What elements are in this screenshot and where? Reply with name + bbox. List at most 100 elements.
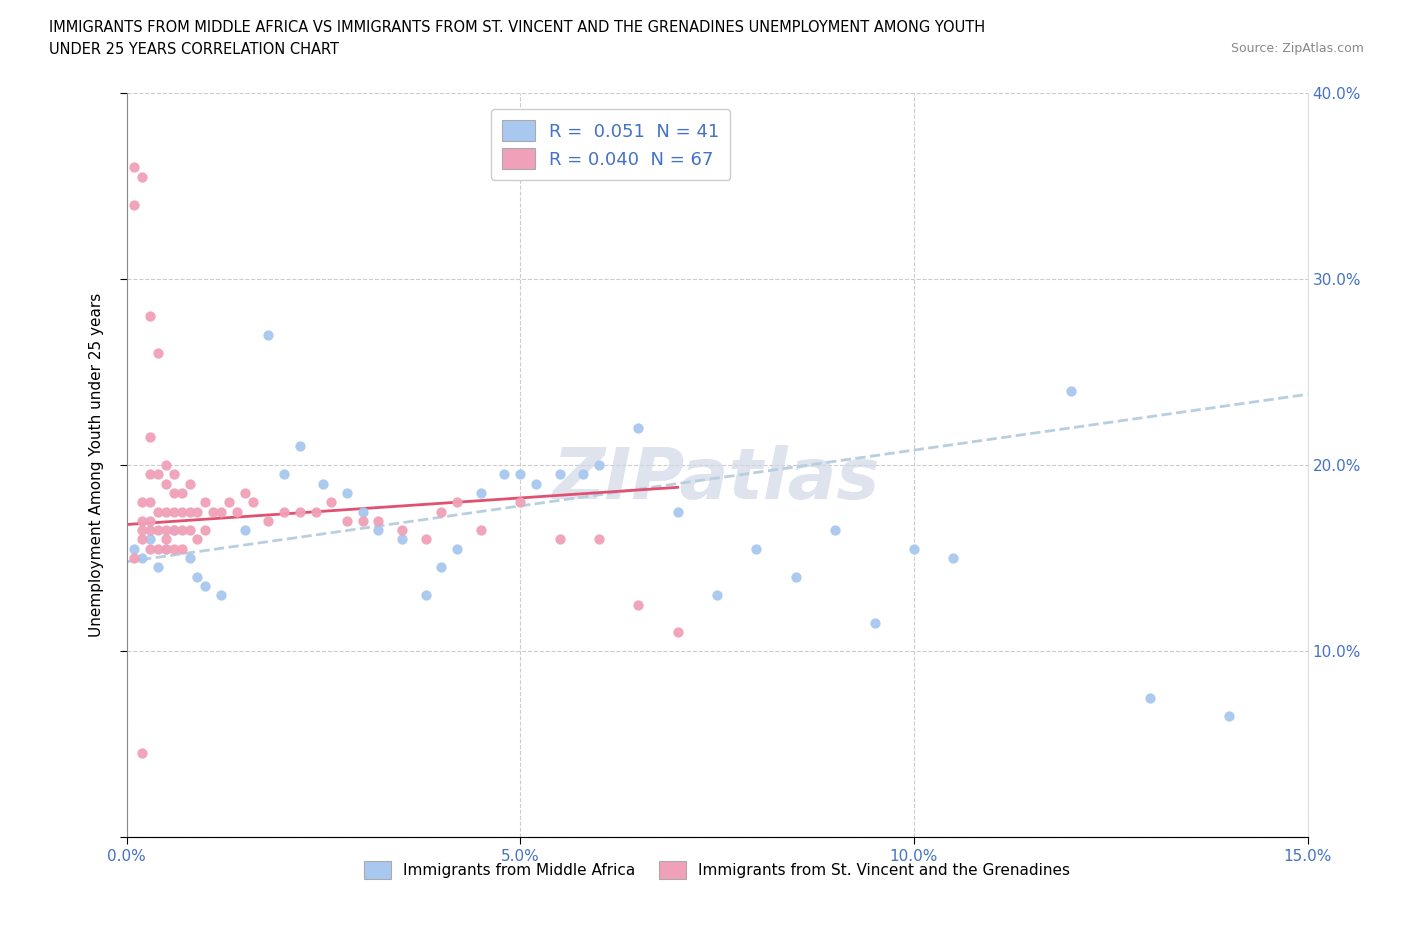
Point bbox=[194, 495, 217, 510]
Legend: Immigrants from Middle Africa, Immigrants from St. Vincent and the Grenadines: Immigrants from Middle Africa, Immigrant… bbox=[357, 856, 1077, 885]
Point bbox=[131, 169, 153, 184]
Point bbox=[824, 523, 846, 538]
Point bbox=[666, 504, 689, 519]
Point bbox=[706, 588, 728, 603]
Y-axis label: Unemployment Among Youth under 25 years: Unemployment Among Youth under 25 years bbox=[89, 293, 104, 637]
Point bbox=[163, 467, 186, 482]
Point bbox=[312, 476, 335, 491]
Point bbox=[146, 467, 169, 482]
Point bbox=[233, 523, 256, 538]
Point bbox=[139, 541, 162, 556]
Point bbox=[548, 532, 571, 547]
Point bbox=[257, 513, 280, 528]
Point bbox=[170, 485, 193, 500]
Point bbox=[186, 504, 208, 519]
Point bbox=[202, 504, 225, 519]
Point bbox=[415, 588, 437, 603]
Point bbox=[785, 569, 807, 584]
Point bbox=[446, 495, 468, 510]
Text: ZIPatlas: ZIPatlas bbox=[554, 445, 880, 514]
Point bbox=[218, 495, 240, 510]
Point bbox=[139, 532, 162, 547]
Text: Source: ZipAtlas.com: Source: ZipAtlas.com bbox=[1230, 42, 1364, 55]
Point bbox=[509, 467, 531, 482]
Point bbox=[194, 578, 217, 593]
Point bbox=[524, 476, 547, 491]
Point bbox=[131, 746, 153, 761]
Point bbox=[430, 504, 453, 519]
Point bbox=[170, 523, 193, 538]
Point bbox=[179, 476, 201, 491]
Point bbox=[391, 532, 413, 547]
Point bbox=[155, 523, 177, 538]
Point bbox=[139, 430, 162, 445]
Point bbox=[186, 532, 208, 547]
Point bbox=[146, 560, 169, 575]
Point bbox=[288, 504, 311, 519]
Point bbox=[186, 569, 208, 584]
Point bbox=[155, 458, 177, 472]
Point bbox=[863, 616, 886, 631]
Point bbox=[352, 504, 374, 519]
Point bbox=[233, 485, 256, 500]
Point bbox=[170, 541, 193, 556]
Point bbox=[1218, 709, 1240, 724]
Point bbox=[304, 504, 326, 519]
Point bbox=[194, 523, 217, 538]
Point bbox=[415, 532, 437, 547]
Point bbox=[131, 513, 153, 528]
Point bbox=[509, 495, 531, 510]
Point bbox=[548, 467, 571, 482]
Text: IMMIGRANTS FROM MIDDLE AFRICA VS IMMIGRANTS FROM ST. VINCENT AND THE GRENADINES : IMMIGRANTS FROM MIDDLE AFRICA VS IMMIGRA… bbox=[49, 20, 986, 35]
Point bbox=[131, 523, 153, 538]
Point bbox=[242, 495, 264, 510]
Point bbox=[1139, 690, 1161, 705]
Point bbox=[163, 504, 186, 519]
Point bbox=[273, 467, 295, 482]
Point bbox=[155, 504, 177, 519]
Point bbox=[588, 458, 610, 472]
Point bbox=[139, 513, 162, 528]
Point bbox=[146, 523, 169, 538]
Point bbox=[139, 309, 162, 324]
Point bbox=[430, 560, 453, 575]
Point bbox=[139, 523, 162, 538]
Point bbox=[470, 485, 492, 500]
Point bbox=[1060, 383, 1083, 398]
Point bbox=[124, 197, 146, 212]
Point bbox=[146, 346, 169, 361]
Point bbox=[155, 532, 177, 547]
Point bbox=[179, 523, 201, 538]
Point bbox=[170, 504, 193, 519]
Point bbox=[209, 504, 232, 519]
Point bbox=[155, 541, 177, 556]
Point bbox=[155, 541, 177, 556]
Point bbox=[367, 523, 389, 538]
Point bbox=[470, 523, 492, 538]
Point bbox=[146, 541, 169, 556]
Point bbox=[942, 551, 965, 565]
Point bbox=[257, 327, 280, 342]
Point bbox=[163, 485, 186, 500]
Point bbox=[572, 467, 595, 482]
Point bbox=[666, 625, 689, 640]
Point bbox=[588, 532, 610, 547]
Point bbox=[903, 541, 925, 556]
Point bbox=[163, 523, 186, 538]
Point bbox=[336, 485, 359, 500]
Point bbox=[627, 420, 650, 435]
Point bbox=[146, 504, 169, 519]
Point bbox=[627, 597, 650, 612]
Point bbox=[336, 513, 359, 528]
Point bbox=[494, 467, 516, 482]
Point bbox=[321, 495, 343, 510]
Point bbox=[391, 523, 413, 538]
Point bbox=[367, 513, 389, 528]
Point bbox=[131, 551, 153, 565]
Point bbox=[124, 541, 146, 556]
Point bbox=[225, 504, 247, 519]
Point bbox=[124, 551, 146, 565]
Point bbox=[139, 467, 162, 482]
Point bbox=[446, 541, 468, 556]
Text: UNDER 25 YEARS CORRELATION CHART: UNDER 25 YEARS CORRELATION CHART bbox=[49, 42, 339, 57]
